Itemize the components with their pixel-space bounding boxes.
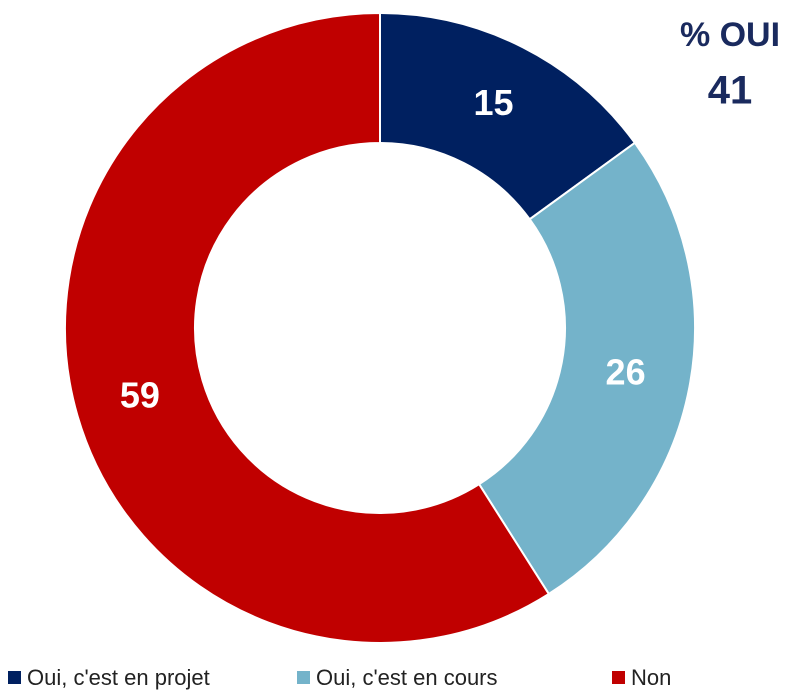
annotation-value: 41 xyxy=(708,69,753,113)
data-label: 59 xyxy=(120,374,160,415)
donut-slice xyxy=(379,11,637,221)
legend-swatch xyxy=(8,671,21,684)
legend-label: Oui, c'est en cours xyxy=(316,665,498,690)
donut-slice xyxy=(477,141,696,596)
legend-label: Oui, c'est en projet xyxy=(27,665,210,690)
legend-swatch xyxy=(612,671,625,684)
annotation-title: % OUI xyxy=(680,16,780,54)
legend-swatch xyxy=(297,671,310,684)
donut-slice xyxy=(64,11,551,644)
legend-label: Non xyxy=(631,665,671,690)
data-label: 26 xyxy=(606,351,646,392)
data-label: 15 xyxy=(473,82,513,123)
